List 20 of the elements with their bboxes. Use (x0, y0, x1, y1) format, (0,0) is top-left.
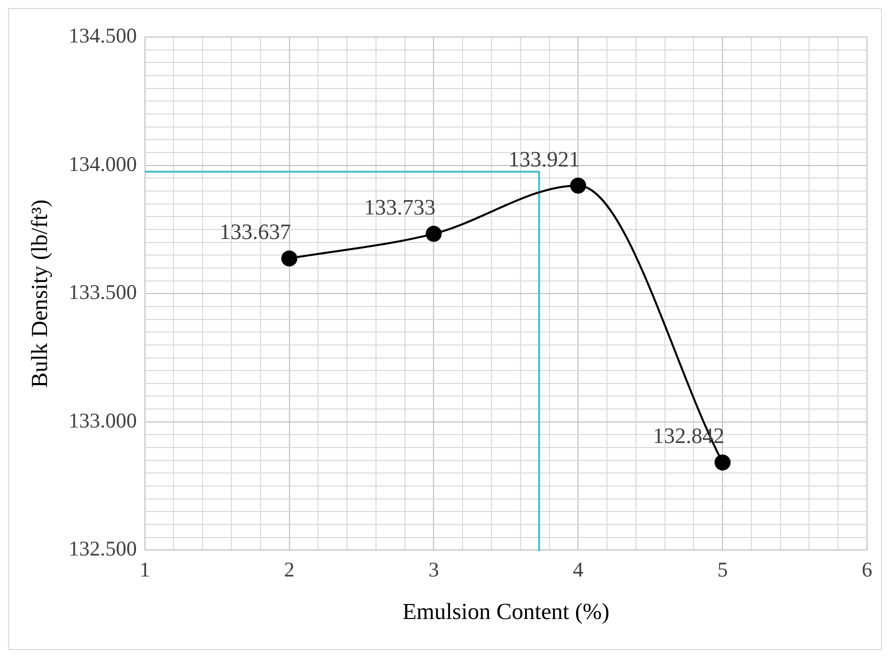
y-tick-label: 132.500 (68, 536, 137, 561)
point (570, 178, 586, 194)
point (281, 250, 298, 266)
x-tick-label: 3 (428, 557, 439, 582)
y-axis-title: Bulk Density (lb/ft³) (26, 199, 52, 388)
point (426, 226, 442, 242)
x-tick-label: 1 (140, 557, 150, 582)
x-axis-title: Emulsion Content (%) (402, 599, 610, 624)
data-label: 133.921 (508, 146, 580, 172)
y-tick-label: 133.000 (68, 408, 137, 432)
y-tick-label: 134.500 (68, 24, 137, 48)
x-tick-label: 4 (572, 557, 584, 582)
y-tick-label: 134.000 (68, 152, 137, 176)
data-label: 133.733 (364, 194, 436, 220)
point (714, 454, 731, 470)
y-tick-label: 133.500 (68, 280, 137, 304)
x-tick-label: 5 (717, 557, 728, 582)
data-label: 133.637 (220, 219, 292, 244)
x-tick-label: 2 (284, 557, 295, 582)
x-tick-label: 6 (862, 557, 872, 582)
